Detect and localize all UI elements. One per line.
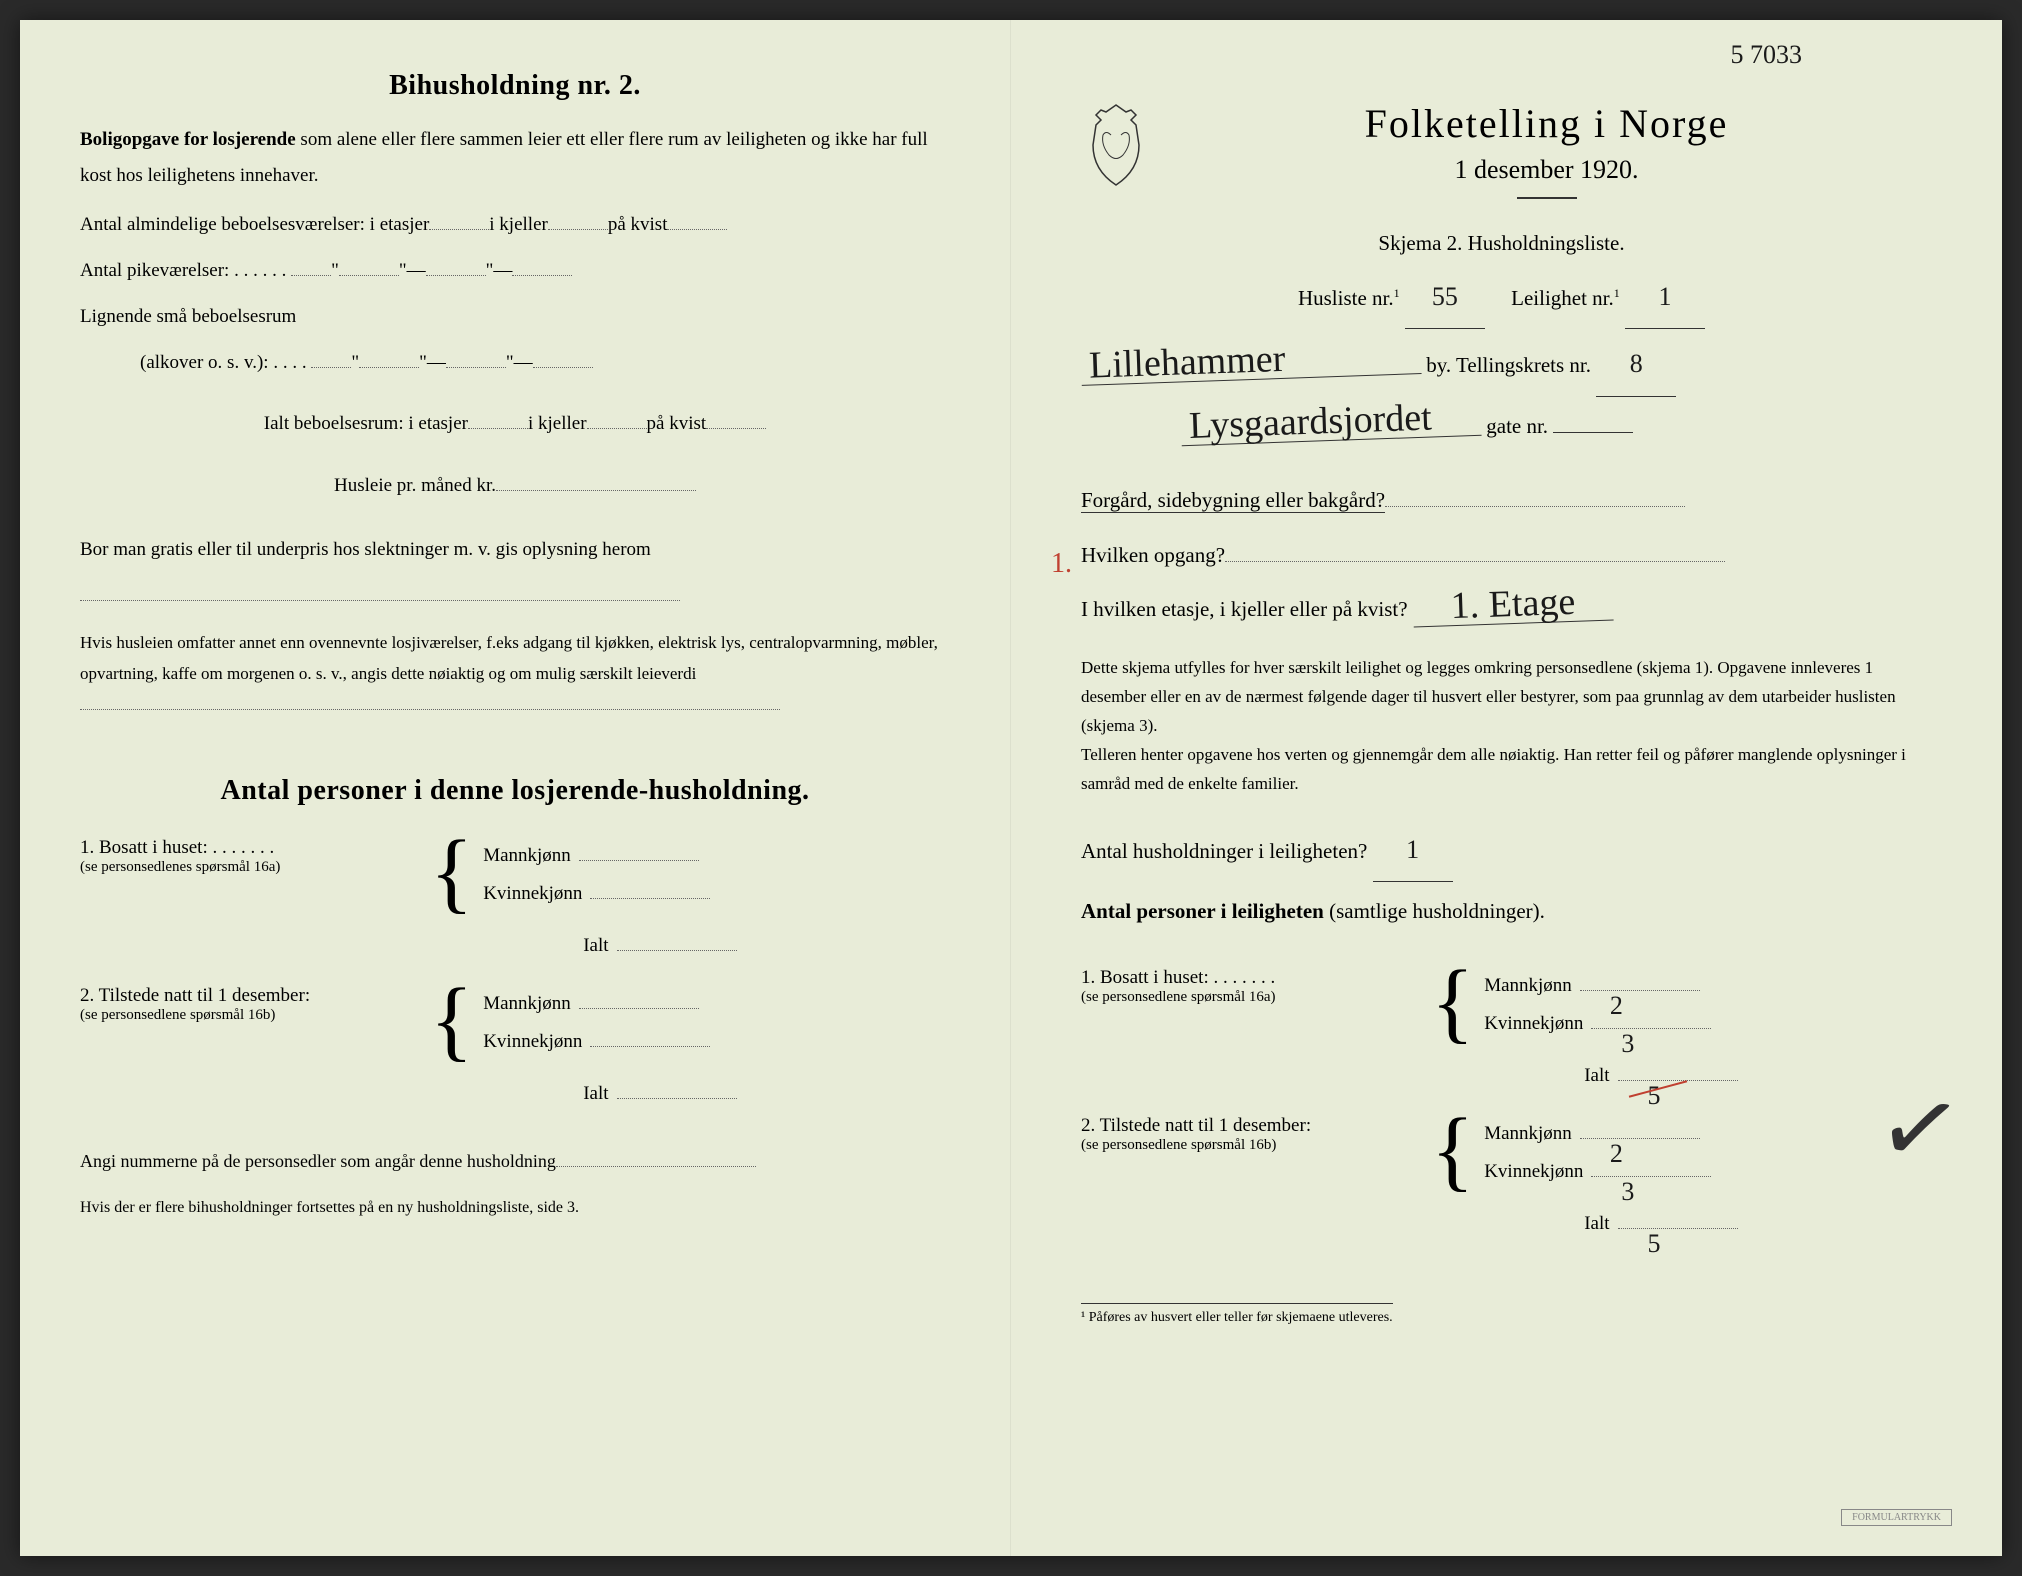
right-p1: 1. Bosatt i huset: . . . . . . . (se per… bbox=[1081, 967, 1922, 1095]
main-title: Folketelling i Norge bbox=[1171, 100, 1922, 147]
p1-ialt: 5 bbox=[1648, 1070, 1661, 1122]
right-persons: 1. Bosatt i huset: . . . . . . . (se per… bbox=[1081, 967, 1922, 1243]
persons-title: Antal personer i denne losjerende-hushol… bbox=[80, 775, 950, 807]
p2-ialt: 5 bbox=[1648, 1218, 1661, 1270]
skjema: Skjema 2. Husholdningsliste. bbox=[1081, 231, 1922, 256]
footnote: ¹ Påføres av husvert eller teller før sk… bbox=[1081, 1303, 1393, 1326]
left-p1: 1. Bosatt i huset: . . . . . . . (se per… bbox=[80, 837, 950, 965]
line-bebo: Antal almindelige beboelsesværelser: i e… bbox=[80, 204, 950, 246]
antal-hush-row: Antal husholdninger i leiligheten? 1 bbox=[1081, 819, 1922, 882]
by-val: Lillehammer bbox=[1080, 335, 1421, 386]
leilighet-val: 1 bbox=[1625, 266, 1705, 329]
intro-bold: Boligopgave for losjerende bbox=[80, 129, 296, 150]
header: Folketelling i Norge 1 desember 1920. bbox=[1081, 100, 1922, 211]
line-lignende: Lignende små beboelsesrum bbox=[80, 296, 950, 338]
sub-title: 1 desember 1920. bbox=[1171, 155, 1922, 185]
line-gratis: Bor man gratis eller til underpris hos s… bbox=[80, 527, 950, 618]
tellingskrets-val: 8 bbox=[1596, 333, 1676, 396]
left-footer1: Angi nummerne på de personsedler som ang… bbox=[80, 1143, 950, 1179]
left-page: Bihusholdning nr. 2. Boligopgave for los… bbox=[20, 20, 1011, 1556]
line-ialt: Ialt beboelsesrum: i etasjeri kjellerpå … bbox=[80, 403, 950, 445]
etasje-val: 1. Etage bbox=[1412, 581, 1613, 627]
crest-icon bbox=[1081, 100, 1151, 190]
red-one: 1. bbox=[1051, 530, 1072, 597]
intro: Boligopgave for losjerende som alene ell… bbox=[80, 122, 950, 194]
doc-id: 5 7033 bbox=[1731, 40, 1803, 70]
line-husleie: Husleie pr. måned kr. bbox=[80, 465, 950, 507]
p2-k: 3 bbox=[1621, 1166, 1634, 1218]
note-husleien: Hvis husleien omfatter annet enn ovennev… bbox=[80, 628, 950, 689]
stamp: FORMULARTRYKK bbox=[1841, 1509, 1952, 1526]
left-title: Bihusholdning nr. 2. bbox=[80, 70, 950, 102]
gate-row: Lysgaardsjordet gate nr. bbox=[1081, 401, 1922, 451]
info-para: Dette skjema utfylles for hver særskilt … bbox=[1081, 654, 1922, 798]
antal-pers-title: Antal personer i leiligheten (samtlige h… bbox=[1081, 886, 1922, 936]
forgard-row: Forgård, sidebygning eller bakgård? bbox=[1081, 475, 1922, 525]
by-row: Lillehammer by. Tellingskrets nr. 8 bbox=[1081, 333, 1922, 396]
gate-val: Lysgaardsjordet bbox=[1180, 397, 1481, 446]
line-alkover: (alkover o. s. v.): . . . . ""—"— bbox=[80, 342, 950, 384]
husliste-row: Husliste nr.1 55 Leilighet nr.1 1 bbox=[1081, 266, 1922, 329]
census-document: Bihusholdning nr. 2. Boligopgave for los… bbox=[20, 20, 2002, 1556]
left-persons: 1. Bosatt i huset: . . . . . . . (se per… bbox=[80, 837, 950, 1113]
left-footer2: Hvis der er flere bihusholdninger fortse… bbox=[80, 1199, 950, 1217]
opgang-row: 1. Hvilken opgang? bbox=[1081, 530, 1922, 580]
left-p2: 2. Tilstede natt til 1 desember: (se per… bbox=[80, 985, 950, 1113]
right-p2: 2. Tilstede natt til 1 desember: (se per… bbox=[1081, 1115, 1922, 1243]
husliste-val: 55 bbox=[1405, 266, 1485, 329]
right-page: 5 7033 Folketelling i Norge 1 desember 1… bbox=[1011, 20, 2002, 1556]
antal-hush-val: 1 bbox=[1373, 819, 1453, 882]
etasje-row: I hvilken etasje, i kjeller eller på kvi… bbox=[1081, 584, 1922, 634]
line-pike: Antal pikeværelser: . . . . . . ""—"— bbox=[80, 250, 950, 292]
